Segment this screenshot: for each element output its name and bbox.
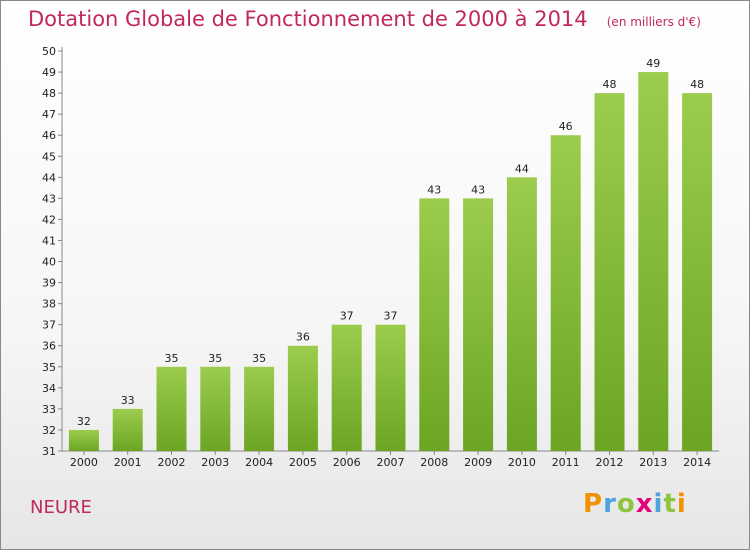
x-tick-label-2008: 2008 <box>420 456 448 469</box>
chart-title: Dotation Globale de Fonctionnement de 20… <box>28 7 588 31</box>
data-label-2013: 49 <box>646 57 660 70</box>
data-label-2002: 35 <box>165 352 179 365</box>
y-tick-label: 37 <box>42 319 56 332</box>
x-tick-label-2004: 2004 <box>245 456 273 469</box>
data-label-2011: 46 <box>559 120 573 133</box>
y-tick-label: 31 <box>42 445 56 458</box>
x-tick-label-2014: 2014 <box>683 456 711 469</box>
data-label-2007: 37 <box>384 310 398 323</box>
logo-letter: i <box>653 489 664 519</box>
y-tick-label: 36 <box>42 340 56 353</box>
y-tick-label: 38 <box>42 298 56 311</box>
bar-2010 <box>506 177 537 451</box>
y-tick-label: 39 <box>42 277 56 290</box>
x-tick-label-2009: 2009 <box>464 456 492 469</box>
data-label-2001: 33 <box>121 394 135 407</box>
data-label-2009: 43 <box>471 183 485 196</box>
y-tick-label: 46 <box>42 129 56 142</box>
logo-letter: r <box>603 489 617 519</box>
x-tick-label-2012: 2012 <box>596 456 624 469</box>
bar-2004 <box>244 366 275 451</box>
x-tick-label-2000: 2000 <box>70 456 98 469</box>
data-label-2008: 43 <box>427 183 441 196</box>
y-tick-label: 45 <box>42 150 56 163</box>
bar-2006 <box>331 324 362 451</box>
bar-2000 <box>68 429 99 451</box>
bar-2014 <box>682 93 713 452</box>
chart-axes: 31 32 33 34 35 36 37 38 39 40 41 42 43 44 45 46 47 48 49 50… <box>42 45 719 469</box>
bar-2011 <box>550 135 581 452</box>
y-tick-label: 50 <box>42 45 56 58</box>
y-tick-label: 35 <box>42 361 56 374</box>
x-tick-label-2001: 2001 <box>114 456 142 469</box>
y-tick-label: 48 <box>42 87 56 100</box>
commune-name: NEURE <box>30 497 92 518</box>
y-tick-label: 47 <box>42 108 56 121</box>
data-label-2012: 48 <box>603 78 617 91</box>
logo-letter: P <box>583 489 604 519</box>
x-tick-label-2007: 2007 <box>377 456 405 469</box>
data-label-2004: 35 <box>252 352 266 365</box>
logo-letter: o <box>616 489 636 519</box>
bar-2001 <box>112 408 143 451</box>
x-tick-label-2002: 2002 <box>158 456 186 469</box>
y-tick-label: 49 <box>42 66 56 79</box>
y-tick-label: 33 <box>42 403 56 416</box>
x-tick-label-2006: 2006 <box>333 456 361 469</box>
data-label-2000: 32 <box>77 415 91 428</box>
x-tick-label-2010: 2010 <box>508 456 536 469</box>
chart-bars: 32 33 35 35 35 36 37 37 43 43 44 46 48 49 48 <box>68 57 713 452</box>
y-tick-label: 32 <box>42 424 56 437</box>
bar-2012 <box>594 93 625 452</box>
data-label-2010: 44 <box>515 162 529 175</box>
bar-2003 <box>200 366 231 451</box>
bar-2013 <box>638 72 669 451</box>
logo-letter: t <box>663 489 677 519</box>
chart-unit-note: (en milliers d'€) <box>606 15 701 29</box>
y-tick-label: 41 <box>42 234 56 247</box>
bar-2002 <box>156 366 187 451</box>
title-row: Dotation Globale de Fonctionnement de 20… <box>28 7 701 31</box>
y-tick-label: 44 <box>42 171 56 184</box>
y-tick-label: 34 <box>42 382 56 395</box>
proxiti-logo: Proxiti <box>583 489 687 519</box>
logo-letter: x <box>635 489 654 519</box>
x-tick-label-2003: 2003 <box>201 456 229 469</box>
logo-letter: i <box>676 489 687 519</box>
bar-2008 <box>419 198 450 451</box>
data-label-2014: 48 <box>690 78 704 91</box>
y-tick-label: 40 <box>42 256 56 269</box>
x-tick-label-2011: 2011 <box>552 456 580 469</box>
y-tick-label: 43 <box>42 192 56 205</box>
x-tick-label-2005: 2005 <box>289 456 317 469</box>
bar-2007 <box>375 324 406 451</box>
y-tick-label: 42 <box>42 213 56 226</box>
data-label-2006: 37 <box>340 310 354 323</box>
data-label-2003: 35 <box>208 352 222 365</box>
x-tick-label-2013: 2013 <box>639 456 667 469</box>
bar-2005 <box>287 345 318 451</box>
data-label-2005: 36 <box>296 331 310 344</box>
bar-2009 <box>463 198 494 451</box>
